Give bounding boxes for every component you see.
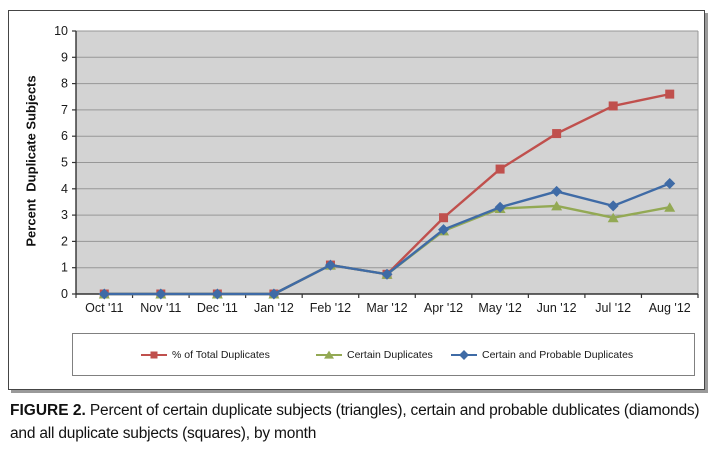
chart-legend: % of Total Duplicates Certain Duplicates C… bbox=[72, 333, 695, 376]
svg-text:10: 10 bbox=[54, 24, 68, 38]
series-certain-and-probable-duplicates bbox=[98, 178, 676, 300]
svg-text:May '12: May '12 bbox=[478, 301, 521, 315]
figure-caption: FIGURE 2. Percent of certain duplicate s… bbox=[10, 399, 712, 445]
svg-text:2: 2 bbox=[61, 234, 68, 248]
svg-text:Feb '12: Feb '12 bbox=[310, 301, 351, 315]
legend-label: % of Total Duplicates bbox=[172, 348, 270, 361]
svg-text:3: 3 bbox=[61, 208, 68, 222]
diamond-marker-icon bbox=[451, 349, 477, 360]
legend-item: Certain Duplicates bbox=[316, 349, 433, 361]
svg-text:8: 8 bbox=[61, 77, 68, 91]
figure-caption-label: FIGURE 2. bbox=[10, 402, 86, 419]
svg-text:Mar '12: Mar '12 bbox=[366, 301, 407, 315]
svg-text:Jan '12: Jan '12 bbox=[254, 301, 294, 315]
svg-text:Jul '12: Jul '12 bbox=[595, 301, 631, 315]
svg-text:4: 4 bbox=[61, 182, 68, 196]
figure-caption-text: Percent of certain duplicate subjects (t… bbox=[10, 402, 700, 442]
chart-frame: Percent Duplicate Subjects 0 1 2 3 4 5 6 7 8 9 10 O… bbox=[8, 10, 705, 390]
svg-text:Nov '11: Nov '11 bbox=[140, 301, 181, 315]
legend-label: Certain and Probable Duplicates bbox=[482, 348, 634, 361]
svg-text:7: 7 bbox=[61, 103, 68, 117]
y-axis-ticks-labels: 0 1 2 3 4 5 6 7 8 9 10 bbox=[54, 24, 76, 301]
gridlines bbox=[76, 30, 698, 269]
svg-text:5: 5 bbox=[61, 156, 68, 170]
svg-text:9: 9 bbox=[61, 50, 68, 64]
svg-text:Dec '11: Dec '11 bbox=[197, 301, 238, 315]
svg-text:Oct '11: Oct '11 bbox=[85, 301, 123, 315]
svg-text:0: 0 bbox=[61, 287, 68, 301]
svg-text:6: 6 bbox=[61, 129, 68, 143]
chart-canvas: 0 1 2 3 4 5 6 7 8 9 10 Oct '11 Nov '11 Dec '11 Jan '12… bbox=[54, 24, 699, 315]
square-marker-icon bbox=[141, 350, 167, 360]
legend-label: Certain Duplicates bbox=[347, 348, 433, 361]
svg-text:1: 1 bbox=[61, 261, 68, 275]
legend-item: Certain and Probable Duplicates bbox=[451, 349, 633, 361]
svg-text:Aug '12: Aug '12 bbox=[649, 301, 691, 315]
svg-text:Apr '12: Apr '12 bbox=[424, 301, 463, 315]
svg-text:Jun '12: Jun '12 bbox=[537, 301, 577, 315]
legend-item: % of Total Duplicates bbox=[141, 349, 270, 361]
x-axis-ticks-labels: Oct '11 Nov '11 Dec '11 Jan '12 Feb '12 Mar '… bbox=[75, 294, 699, 315]
triangle-marker-icon bbox=[316, 350, 342, 360]
